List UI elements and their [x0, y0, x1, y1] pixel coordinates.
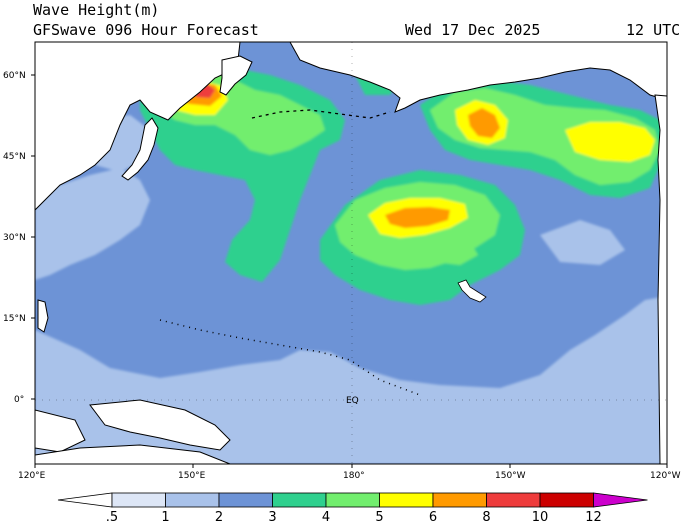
lon-label-120w: 120°W [650, 471, 681, 481]
land-indonesia [35, 409, 86, 453]
contour-1-2m-seast [540, 220, 625, 265]
colorbar-segment [379, 492, 434, 508]
land-new-guinea [89, 399, 231, 451]
equator-label: EQ [346, 396, 359, 406]
forecast-date: Wed 17 Dec 2025 [405, 21, 541, 39]
lon-label-120e: 120°E [18, 471, 46, 481]
contour-1-2m-west [35, 168, 150, 280]
land-philippines [37, 299, 49, 333]
colorbar-label: 2 [215, 510, 223, 525]
colorbar-segment [165, 492, 220, 508]
land-kamchatka [219, 55, 253, 96]
colorbar-label: 6 [429, 510, 437, 525]
colorbar-label: 4 [322, 510, 330, 525]
lon-label-150w: 150°W [495, 471, 526, 481]
micronesia-islands [159, 319, 421, 396]
colorbar-segment [325, 492, 380, 508]
contour-6-8m-northeast [468, 108, 500, 138]
forecast-subtitle: GFSwave 096 Hour Forecast [33, 21, 259, 39]
colorbar-segment [486, 492, 541, 508]
colorbar-min-arrow [57, 492, 113, 508]
lat-axis [31, 74, 35, 400]
lat-label-30n: 30°N [3, 233, 26, 243]
aleutian-islands [251, 109, 391, 119]
colorbar: .5 1 2 3 4 5 6 8 10 12 [57, 492, 648, 525]
lon-label-150e: 150°E [178, 471, 206, 481]
graticule [35, 42, 667, 464]
colorbar-label: .5 [106, 510, 118, 525]
map-title: Wave Height(m) [33, 1, 160, 19]
colorbar-label: 12 [585, 510, 602, 525]
land-north-america [654, 94, 667, 464]
land-japan [121, 117, 159, 181]
colorbar-segment [111, 492, 166, 508]
land-alaska [289, 42, 667, 113]
colorbar-segment [432, 492, 487, 508]
colorbar-segment [539, 492, 594, 508]
lat-label-45n: 45°N [3, 152, 26, 162]
lon-label-180: 180° [343, 471, 365, 481]
hawaii-islands [457, 279, 487, 303]
colorbar-label: 5 [375, 510, 383, 525]
lon-axis [34, 464, 668, 468]
colorbar-max-arrow [593, 492, 648, 508]
forecast-time: 12 UTC [626, 21, 681, 39]
map-border [34, 41, 668, 465]
contour-6-8m-central [385, 207, 450, 228]
islands [159, 109, 487, 396]
land-australia [35, 444, 231, 464]
map-panel [35, 42, 667, 464]
lat-label-0: 0° [14, 395, 24, 405]
colorbar-label: 1 [161, 510, 169, 525]
colorbar-label: 10 [532, 510, 549, 525]
colorbar-label: 8 [482, 510, 490, 525]
land-masses [35, 42, 667, 464]
colorbar-segment [218, 492, 273, 508]
lat-label-60n: 60°N [3, 71, 26, 81]
colorbar-segment [272, 492, 327, 508]
lat-label-15n: 15°N [3, 314, 26, 324]
contour-5-6m-east [565, 122, 655, 162]
colorbar-label: 3 [268, 510, 276, 525]
contour-4-5m-sub [420, 238, 478, 265]
